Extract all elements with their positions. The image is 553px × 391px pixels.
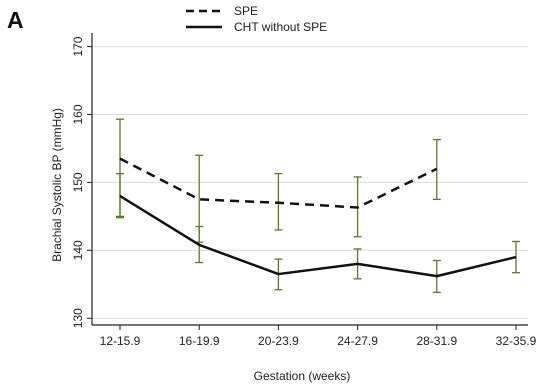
series-line-1 bbox=[119, 194, 517, 278]
x-tick-label-24-27.9: 24-27.9 bbox=[337, 334, 378, 348]
x-tick-label-12-15.9: 12-15.9 bbox=[100, 334, 141, 348]
series-lines bbox=[119, 157, 517, 278]
x-tick-label-28-31.9: 28-31.9 bbox=[416, 334, 457, 348]
legend-label-cht: CHT without SPE bbox=[234, 20, 327, 34]
axes bbox=[87, 33, 528, 330]
x-tick-label-20-23.9: 20-23.9 bbox=[258, 334, 299, 348]
x-tick-label-32-35.9: 32-35.9 bbox=[496, 334, 537, 348]
series-line-0 bbox=[119, 157, 438, 209]
error-bars bbox=[116, 118, 520, 294]
legend-label-spe: SPE bbox=[234, 4, 258, 18]
legend: SPE CHT without SPE bbox=[186, 4, 327, 34]
y-tick-label-170: 170 bbox=[71, 36, 85, 56]
x-tick-label-16-19.9: 16-19.9 bbox=[179, 334, 220, 348]
x-axis-label: Gestation (weeks) bbox=[254, 369, 351, 383]
y-tick-label-160: 160 bbox=[71, 104, 85, 124]
y-tick-label-130: 130 bbox=[71, 308, 85, 328]
tick-labels: 130 140 150 160 170 12-15.9 16-19.9 20-23.9 24-2… bbox=[71, 36, 537, 348]
y-axis-label: Brachial Systolic BP (mmHg) bbox=[50, 108, 64, 262]
y-tick-label-140: 140 bbox=[71, 240, 85, 260]
panel-label: A bbox=[7, 7, 24, 33]
y-tick-label-150: 150 bbox=[71, 172, 85, 192]
grid-lines bbox=[92, 46, 528, 319]
